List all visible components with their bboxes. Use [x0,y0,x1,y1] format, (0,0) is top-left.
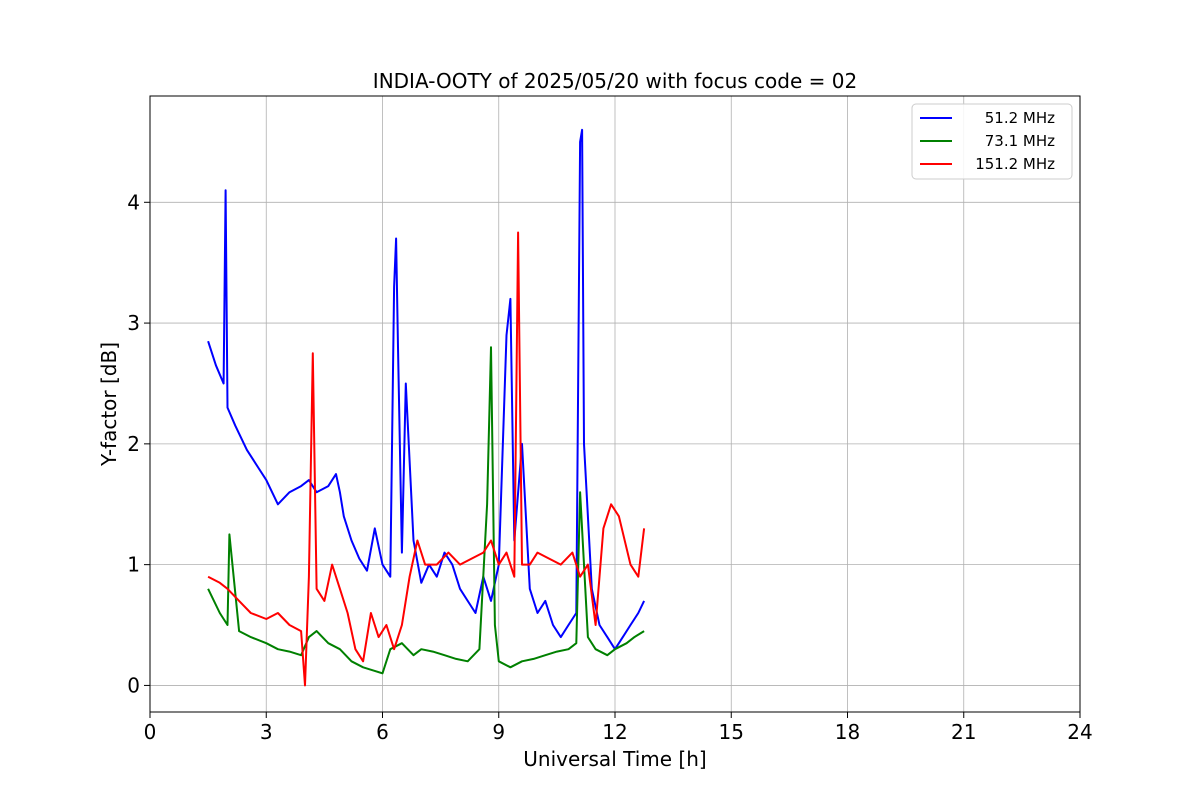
x-tick-label: 0 [144,720,157,744]
legend: 51.2 MHz 73.1 MHz 151.2 MHz [911,103,1073,180]
series-layer [207,128,646,687]
x-tick-label: 3 [260,720,273,744]
y-tick-label: 3 [127,311,140,335]
x-tick-label: 18 [835,720,860,744]
x-tick-label: 9 [492,720,505,744]
x-tick-label: 6 [376,720,389,744]
y-tick-label: 2 [127,432,140,456]
x-axis-label: Universal Time [h] [523,747,706,771]
grid [149,96,1081,712]
x-tick-label: 21 [951,720,976,744]
y-tick-label: 1 [127,553,140,577]
legend-label: 151.2 MHz [975,155,1055,173]
series-line-151-2-mhz [207,231,646,687]
x-tick-label: 24 [1067,720,1092,744]
legend-box [911,103,1073,180]
legend-label: 51.2 MHz [985,109,1055,127]
y-tick-label: 0 [127,673,140,697]
x-tick-label: 12 [602,720,627,744]
x-tick-label: 15 [719,720,744,744]
legend-label: 73.1 MHz [985,132,1055,150]
y-axis-label: Y-factor [dB] [97,342,121,467]
y-tick-label: 4 [127,190,140,214]
chart-title: INDIA-OOTY of 2025/05/20 with focus code… [373,69,857,93]
